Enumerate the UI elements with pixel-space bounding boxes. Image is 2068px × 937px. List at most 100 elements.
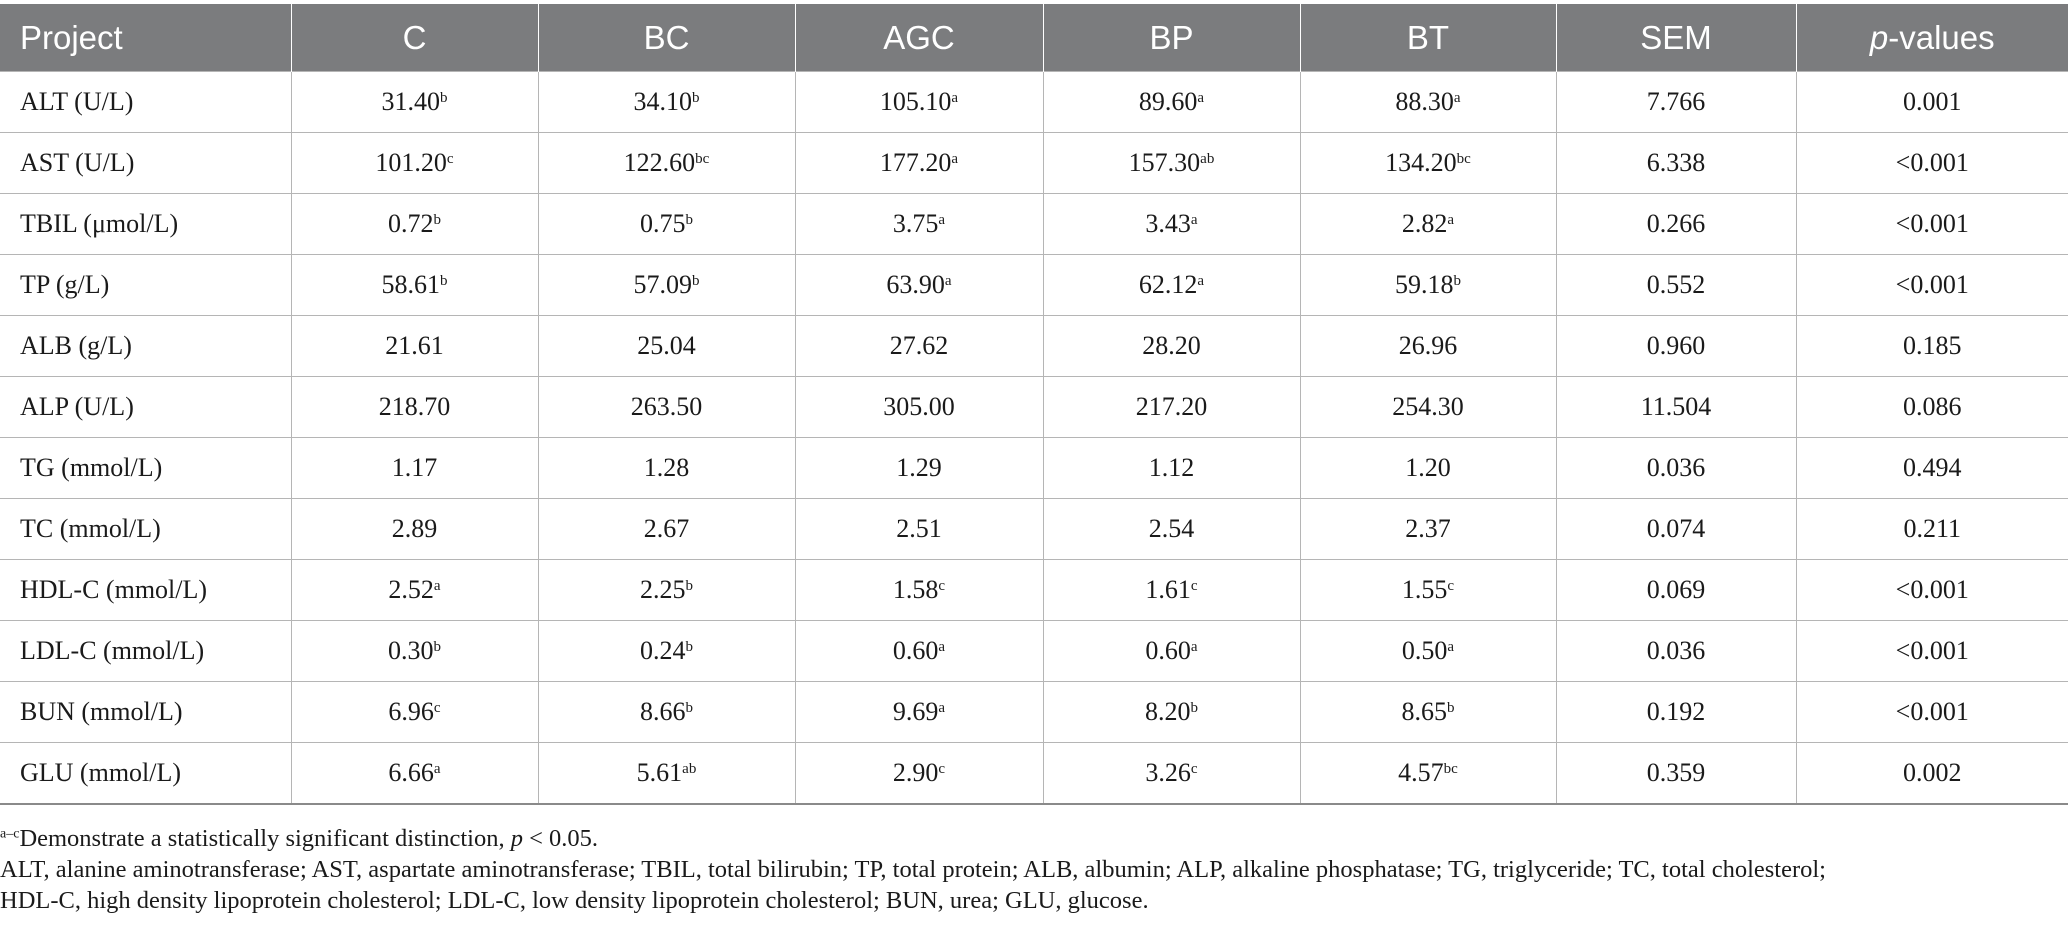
cell-bc: 0.75b — [537, 193, 795, 255]
row-label: HDL-C (mmol/L) — [0, 559, 291, 621]
significance-letter: b — [1453, 272, 1462, 289]
cell-value: 2.54 — [1148, 514, 1195, 543]
table-row: TBIL (μmol/L) 0.72b 0.75b 3.75a 3.43a 2.82a 0.… — [0, 193, 2068, 255]
header-group-bt: BT — [1299, 4, 1556, 72]
cell-c: 31.40b — [290, 71, 538, 133]
table-row: ALB (g/L) 21.61 25.04 27.62 28.20 26.96 0.960 0… — [0, 315, 2068, 377]
cell-bt: 134.20bc — [1299, 132, 1556, 194]
cell-value: 0.60 — [892, 636, 939, 665]
cell-value: 263.50 — [630, 392, 703, 421]
cell-p-value: <0.001 — [1795, 132, 2068, 194]
cell-bc: 8.66b — [537, 681, 795, 743]
significance-letter: b — [685, 699, 694, 716]
cell-bp: 3.26c — [1042, 742, 1300, 805]
significance-letter: a — [944, 272, 952, 289]
cell-value: 6.66 — [388, 758, 434, 787]
cell-value: 3.26 — [1145, 758, 1191, 787]
cell-bt: 59.18b — [1299, 254, 1556, 316]
footnote-threshold: < 0.05. — [522, 825, 599, 852]
table-header-row: Project C BC AGC BP BT SEM p-values — [0, 4, 2068, 72]
cell-value: 3.75 — [892, 209, 939, 238]
cell-sem: 0.960 — [1555, 315, 1796, 377]
cell-bc: 1.28 — [537, 437, 795, 499]
cell-value: 3.43 — [1145, 209, 1191, 238]
significance-letter: a — [1197, 272, 1205, 289]
significance-letter: b — [685, 577, 694, 594]
cell-value: 1.28 — [643, 453, 690, 482]
cell-value: 105.10 — [879, 87, 952, 116]
cell-sem: 0.069 — [1555, 559, 1796, 621]
row-label: TBIL (μmol/L) — [0, 193, 291, 255]
cell-value: 2.51 — [896, 514, 942, 543]
cell-agc: 27.62 — [794, 315, 1043, 377]
cell-bc: 5.61ab — [537, 742, 795, 805]
cell-c: 6.66a — [290, 742, 538, 805]
header-p-suffix: -values — [1888, 18, 1995, 56]
cell-c: 101.20c — [290, 132, 538, 194]
cell-value: 4.57 — [1398, 758, 1444, 787]
cell-value: 134.20 — [1385, 148, 1457, 177]
cell-value: 31.40 — [381, 87, 441, 116]
significance-letter: b — [433, 638, 442, 655]
header-p-values: p-values — [1795, 4, 2068, 72]
table-footnotes: a–cDemonstrate a statistically significa… — [0, 823, 2060, 916]
significance-letter: a — [433, 577, 441, 594]
cell-value: 62.12 — [1138, 270, 1198, 299]
cell-value: 8.66 — [640, 697, 686, 726]
significance-letter: a — [938, 211, 946, 228]
cell-agc: 105.10a — [794, 71, 1043, 133]
significance-letter: ab — [1200, 150, 1215, 167]
cell-value: 2.82 — [1401, 209, 1448, 238]
row-label: TC (mmol/L) — [0, 498, 291, 560]
cell-bc: 57.09b — [537, 254, 795, 316]
cell-sem: 11.504 — [1555, 376, 1796, 438]
cell-agc: 0.60a — [794, 620, 1043, 682]
cell-bp: 8.20b — [1042, 681, 1300, 743]
cell-value: 254.30 — [1392, 392, 1464, 421]
footnote-superscript: a–c — [0, 826, 20, 842]
cell-p-value: 0.185 — [1795, 315, 2068, 377]
footnote-significance-text: Demonstrate a statistically significant … — [19, 825, 511, 852]
cell-p-value: <0.001 — [1795, 559, 2068, 621]
significance-letter: a — [1190, 638, 1198, 655]
cell-bp: 1.12 — [1042, 437, 1300, 499]
cell-value: 2.52 — [388, 575, 434, 604]
blood-biochemistry-table: Project C BC AGC BP BT SEM p-values ALT … — [0, 4, 2068, 805]
significance-letter: b — [685, 211, 694, 228]
header-project: Project — [0, 4, 291, 72]
significance-letter: a — [1190, 211, 1198, 228]
row-label: BUN (mmol/L) — [0, 681, 291, 743]
cell-bt: 1.55c — [1299, 559, 1556, 621]
significance-letter: c — [446, 150, 454, 167]
cell-sem: 7.766 — [1555, 71, 1796, 133]
cell-value: 21.61 — [385, 331, 444, 360]
significance-letter: c — [938, 577, 946, 594]
table-row: ALT (U/L) 31.40b 34.10b 105.10a 89.60a 88.30a… — [0, 71, 2068, 133]
row-label: ALT (U/L) — [0, 71, 291, 133]
row-label: ALP (U/L) — [0, 376, 291, 438]
cell-p-value: 0.002 — [1795, 742, 2068, 805]
significance-letter: b — [692, 272, 700, 289]
cell-value: 1.20 — [1405, 453, 1451, 482]
row-label: ALB (g/L) — [0, 315, 291, 377]
significance-letter: c — [938, 760, 946, 777]
significance-letter: a — [433, 760, 441, 777]
cell-bc: 263.50 — [537, 376, 795, 438]
cell-value: 6.96 — [388, 697, 434, 726]
cell-c: 2.52a — [290, 559, 538, 621]
cell-p-value: <0.001 — [1795, 193, 2068, 255]
cell-agc: 9.69a — [794, 681, 1043, 743]
cell-bc: 34.10b — [537, 71, 795, 133]
cell-bp: 62.12a — [1042, 254, 1300, 316]
cell-agc: 3.75a — [794, 193, 1043, 255]
cell-bp: 157.30ab — [1042, 132, 1300, 194]
table-row: TG (mmol/L) 1.17 1.28 1.29 1.12 1.20 0.036 0.49… — [0, 437, 2068, 499]
cell-sem: 0.266 — [1555, 193, 1796, 255]
cell-agc: 177.20a — [794, 132, 1043, 194]
cell-value: 57.09 — [633, 270, 693, 299]
cell-c: 58.61b — [290, 254, 538, 316]
table-row: HDL-C (mmol/L) 2.52a 2.25b 1.58c 1.61c 1.55c 0… — [0, 559, 2068, 621]
significance-letter: a — [951, 89, 959, 106]
cell-value: 2.25 — [640, 575, 686, 604]
header-group-bc: BC — [537, 4, 795, 72]
